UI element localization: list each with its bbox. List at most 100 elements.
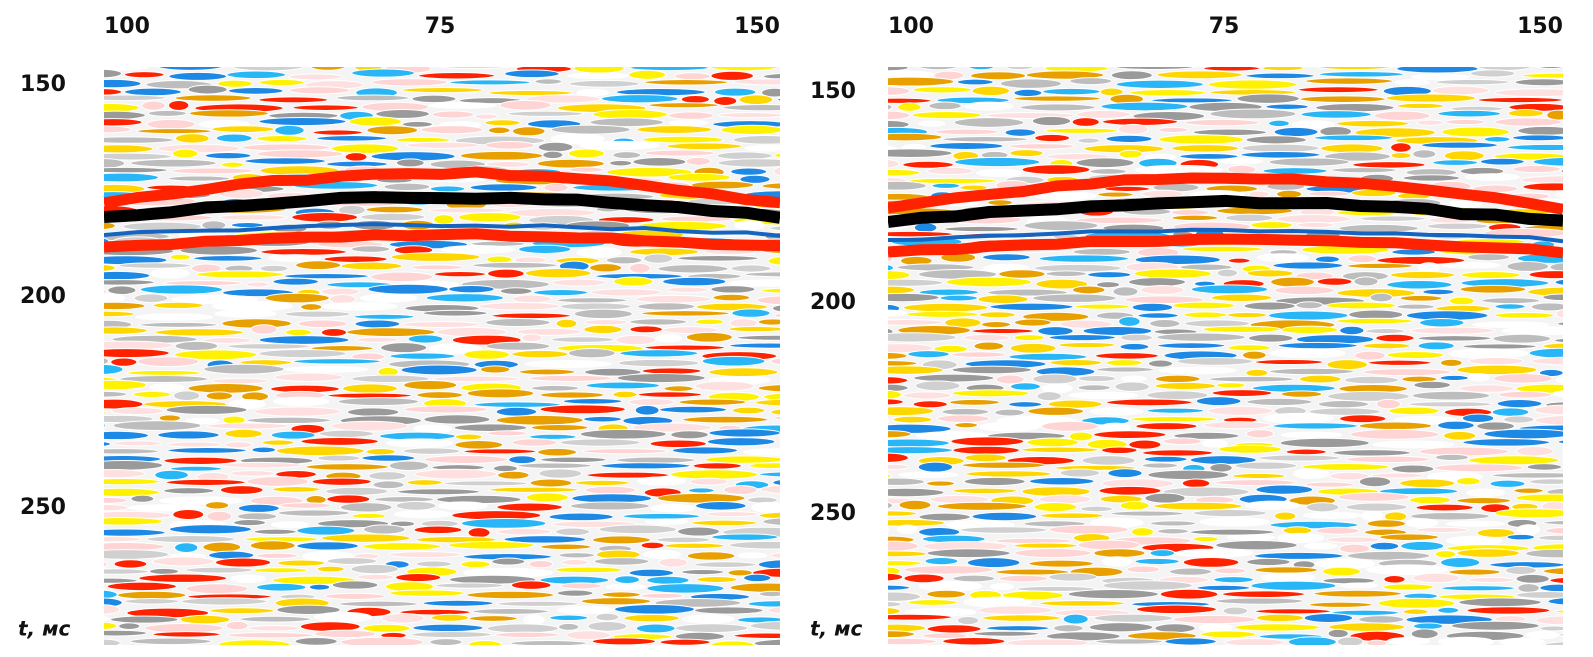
texture	[928, 101, 962, 111]
texture	[1383, 575, 1406, 584]
texture	[1201, 439, 1228, 448]
texture	[1102, 117, 1179, 126]
texture	[918, 580, 983, 592]
y-label: 200	[20, 284, 66, 309]
texture	[781, 264, 845, 271]
texture	[495, 406, 538, 417]
texture	[1028, 559, 1094, 568]
texture	[1119, 333, 1154, 342]
texture	[206, 510, 233, 522]
texture	[892, 415, 933, 424]
texture	[612, 151, 642, 160]
texture	[1369, 292, 1393, 303]
texture	[104, 94, 167, 102]
texture	[785, 493, 853, 500]
texture	[758, 471, 780, 478]
texture	[146, 535, 236, 544]
texture	[888, 148, 953, 158]
texture	[1412, 149, 1437, 159]
texture	[1419, 317, 1465, 328]
texture	[539, 391, 605, 399]
texture	[362, 542, 442, 551]
texture	[118, 622, 141, 631]
texture	[888, 438, 950, 448]
texture	[1162, 437, 1203, 446]
texture	[640, 592, 685, 599]
texture	[1493, 88, 1563, 98]
texture	[1273, 285, 1335, 296]
texture	[1139, 284, 1185, 295]
texture	[442, 480, 529, 487]
texture	[460, 560, 491, 569]
texture	[1460, 271, 1521, 280]
texture	[1493, 373, 1553, 384]
texture	[1538, 368, 1563, 378]
texture	[224, 428, 263, 439]
texture	[1336, 119, 1410, 128]
texture	[1245, 368, 1269, 378]
texture	[202, 541, 242, 553]
texture	[341, 383, 399, 394]
texture	[1115, 79, 1204, 89]
texture	[1461, 413, 1495, 424]
texture	[1572, 152, 1593, 158]
texture	[601, 591, 641, 598]
texture	[156, 67, 224, 71]
texture	[371, 78, 449, 87]
texture	[646, 583, 725, 594]
texture	[941, 136, 1029, 143]
texture	[948, 398, 1000, 406]
texture	[412, 623, 484, 633]
texture	[388, 589, 465, 597]
texture	[1069, 77, 1113, 86]
texture	[1135, 604, 1217, 615]
texture	[622, 512, 701, 520]
texture	[772, 415, 780, 421]
texture	[1062, 613, 1089, 625]
texture	[135, 313, 214, 321]
texture	[474, 113, 499, 120]
texture	[1332, 449, 1412, 457]
texture	[1183, 311, 1228, 319]
texture	[423, 414, 491, 425]
texture	[395, 573, 442, 583]
texture	[1370, 472, 1424, 479]
texture	[1420, 141, 1499, 149]
texture	[1021, 164, 1091, 175]
texture	[972, 630, 1040, 637]
texture	[573, 308, 633, 320]
texture	[888, 527, 890, 533]
texture	[487, 268, 525, 279]
texture	[250, 324, 278, 335]
texture	[1305, 502, 1340, 513]
texture	[1358, 615, 1405, 624]
texture	[605, 256, 643, 265]
texture	[518, 244, 572, 254]
texture	[471, 261, 559, 269]
texture	[1372, 440, 1455, 449]
texture	[730, 167, 768, 176]
texture	[640, 541, 665, 550]
texture	[1573, 501, 1593, 511]
texture	[951, 365, 1032, 375]
texture	[888, 477, 926, 486]
texture	[1522, 182, 1563, 192]
texture	[258, 348, 347, 359]
texture	[1568, 622, 1593, 631]
texture	[1335, 317, 1415, 325]
texture	[230, 222, 264, 229]
texture	[971, 511, 1038, 522]
texture	[167, 441, 222, 448]
texture	[1192, 536, 1219, 543]
texture	[933, 344, 969, 354]
texture	[1033, 502, 1078, 513]
texture	[468, 615, 518, 622]
texture	[1456, 364, 1538, 376]
texture	[417, 72, 496, 80]
texture	[747, 600, 780, 608]
texture	[454, 433, 483, 441]
texture	[387, 551, 463, 559]
texture	[185, 583, 249, 595]
texture	[1064, 646, 1139, 656]
texture	[756, 295, 780, 306]
